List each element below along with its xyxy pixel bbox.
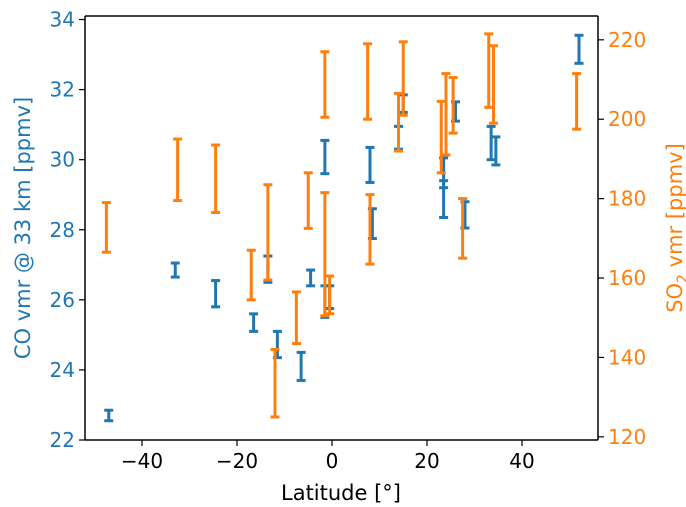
y-right-label-prefix: SO <box>663 283 686 313</box>
y-left-tick-label: 32 <box>50 78 75 102</box>
error-bar <box>249 312 259 333</box>
error-bar <box>173 137 183 203</box>
error-bar <box>211 143 221 215</box>
y-left-axis-label: CO vmr @ 33 km [ppmv] <box>11 97 35 359</box>
error-bar <box>246 248 256 302</box>
error-bar <box>458 197 468 260</box>
error-bar <box>491 135 501 167</box>
error-bar <box>104 408 114 423</box>
error-bar <box>448 76 458 135</box>
error-bar <box>572 72 582 131</box>
error-bar <box>574 33 584 65</box>
error-bar <box>365 145 375 184</box>
error-bar <box>320 191 330 318</box>
x-tick-label: 20 <box>414 449 439 473</box>
y-right-tick-label: 200 <box>608 107 646 131</box>
so2-series <box>101 32 582 419</box>
y-right-tick-label: 140 <box>608 345 646 369</box>
error-bar <box>306 268 316 288</box>
y-right-label-suffix: vmr [ppmv] <box>663 143 686 274</box>
error-bar <box>211 279 221 309</box>
y-left-tick-label: 22 <box>50 428 75 452</box>
error-bar <box>320 50 330 119</box>
x-tick-label: −20 <box>216 449 258 473</box>
error-bar <box>291 290 301 346</box>
y-left-tick-label: 24 <box>50 358 75 382</box>
y-right-tick-label: 180 <box>608 187 646 211</box>
y-right-label-subscript: 2 <box>675 274 686 283</box>
x-tick-label: −40 <box>121 449 163 473</box>
error-bar <box>296 350 306 382</box>
x-tick-label: 40 <box>509 449 534 473</box>
error-bar <box>484 32 494 109</box>
y-left-tick-label: 26 <box>50 288 75 312</box>
error-bar <box>325 274 335 316</box>
error-bar <box>303 171 313 230</box>
axes-layer: −40 −20 0 20 40 22 24 26 28 30 32 34 120 140 160 180 200… <box>50 8 647 473</box>
y-left-tick-label: 28 <box>50 218 75 242</box>
y-right-axis-label: SO2 vmr [ppmv] <box>663 143 686 313</box>
y-right-tick-label: 220 <box>608 28 646 52</box>
y-left-tick-label: 30 <box>50 148 75 172</box>
error-bar <box>270 347 280 419</box>
plot-area <box>85 16 598 440</box>
y-left-tick-label: 34 <box>50 8 75 32</box>
error-bar <box>365 193 375 266</box>
error-bar <box>363 42 373 121</box>
error-bar <box>394 91 403 153</box>
error-bar <box>398 40 408 117</box>
x-axis-label: Latitude [°] <box>281 481 401 505</box>
y-right-tick-label: 120 <box>608 425 646 449</box>
error-bar <box>486 124 496 162</box>
error-bar <box>489 44 498 125</box>
series-layer <box>101 32 584 423</box>
y-right-tick-label: 160 <box>608 266 646 290</box>
x-tick-label: 0 <box>326 449 339 473</box>
error-bar <box>436 99 446 175</box>
error-bar <box>441 72 451 157</box>
error-bar <box>263 183 273 282</box>
error-bar <box>439 179 449 219</box>
plot-background <box>85 16 598 440</box>
error-bar <box>320 138 330 176</box>
error-bar <box>101 201 111 254</box>
error-bar <box>170 261 180 279</box>
